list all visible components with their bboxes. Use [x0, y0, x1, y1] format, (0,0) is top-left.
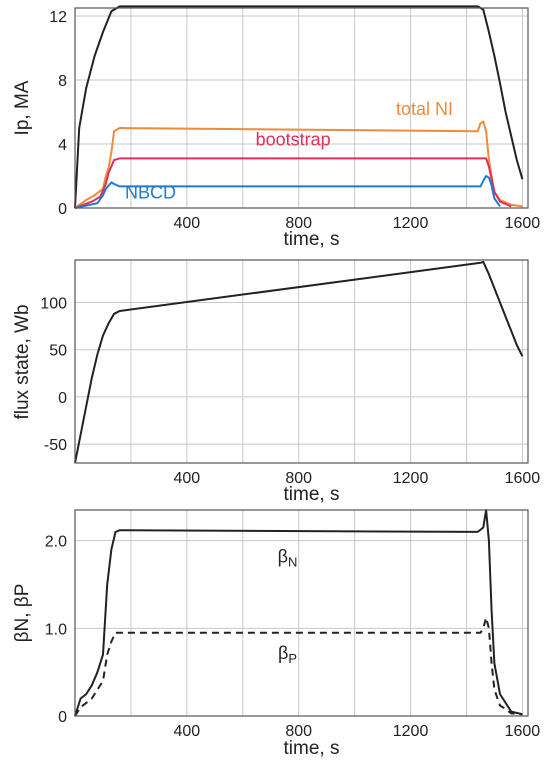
- y-tick-label: 12: [49, 9, 67, 26]
- x-tick-label: 400: [174, 470, 201, 487]
- y-tick-label: 0: [58, 201, 67, 218]
- y-tick-label: 0: [58, 709, 67, 726]
- y-axis-label: βN, βP: [12, 584, 33, 643]
- y-tick-label: -50: [44, 437, 67, 454]
- x-axis-label: time, s: [284, 229, 340, 250]
- series-line-βp: [74, 616, 523, 717]
- x-axis-label: time, s: [284, 738, 340, 759]
- series-annotation: βP: [278, 643, 297, 666]
- x-tick-label: 1600: [505, 723, 541, 740]
- series-line-bootstrap: [74, 157, 512, 209]
- y-tick-label: 4: [58, 137, 67, 154]
- y-tick-label: 1.0: [45, 621, 67, 638]
- x-axis-label: time, s: [284, 484, 340, 505]
- plot-area: [75, 510, 528, 716]
- y-axis-label: Ip, MA: [12, 80, 33, 135]
- plot-area: [75, 260, 528, 463]
- series-line-nbcd: [74, 175, 501, 209]
- annotation-symbol: β: [278, 643, 288, 663]
- x-tick-label: 400: [174, 215, 201, 232]
- plot-frame: [74, 7, 529, 209]
- y-axis-label: flux state, Wb: [12, 304, 33, 419]
- y-tick-label: 8: [58, 73, 67, 90]
- series-annotation: total NI: [396, 99, 453, 119]
- series-annotation: bootstrap: [256, 130, 331, 150]
- x-tick-label: 1200: [393, 470, 429, 487]
- y-tick-label: 50: [49, 343, 67, 360]
- annotation-subscript: N: [288, 555, 297, 570]
- x-tick-label: 400: [174, 723, 201, 740]
- x-tick-label: 1200: [393, 215, 429, 232]
- series-annotation: NBCD: [125, 182, 176, 202]
- x-tick-label: 800: [285, 470, 312, 487]
- x-tick-label: 1600: [505, 215, 541, 232]
- x-tick-label: 800: [285, 723, 312, 740]
- y-tick-label: 0: [58, 390, 67, 407]
- series-line-p2-1: [74, 260, 524, 464]
- chart-panel-1: 400 800 1200 1600 0 4 8 12 total NI bootstrap NBCD…: [12, 5, 541, 250]
- x-tick-label: 1600: [505, 470, 541, 487]
- x-tick-label: 1200: [393, 723, 429, 740]
- chart-panel-2: 400 800 1200 1600 -50 0 50 100 time, s flux state…: [12, 259, 541, 505]
- annotation-symbol: β: [278, 547, 288, 567]
- x-tick-label: 800: [285, 215, 312, 232]
- plot-frame: [74, 509, 529, 717]
- plot-area: [75, 8, 528, 208]
- y-tick-label: 100: [40, 295, 67, 312]
- annotation-subscript: P: [288, 651, 297, 666]
- series-annotation: βN: [278, 547, 298, 570]
- series-line-βn: [74, 509, 523, 717]
- plot-frame: [74, 259, 529, 464]
- y-tick-label: 2.0: [45, 534, 67, 551]
